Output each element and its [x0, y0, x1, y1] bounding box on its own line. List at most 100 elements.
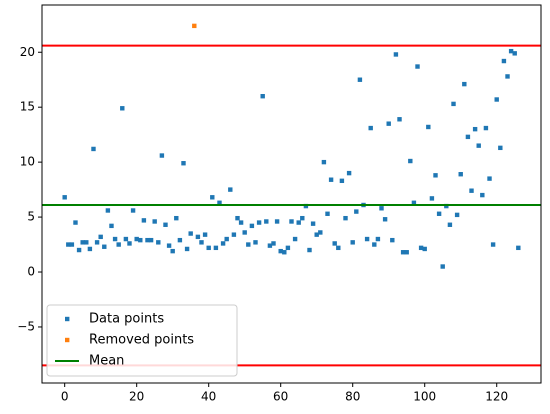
- data-point: [206, 245, 211, 251]
- data-point: [336, 245, 341, 251]
- x-tick-label: 120: [485, 390, 508, 404]
- data-point: [91, 146, 96, 152]
- data-point: [386, 121, 391, 126]
- data-point: [321, 159, 327, 165]
- data-point: [494, 97, 499, 102]
- data-point: [195, 234, 201, 240]
- data-point: [440, 264, 445, 269]
- data-point: [163, 222, 168, 227]
- data-point: [156, 240, 161, 245]
- data-point: [382, 217, 388, 222]
- data-point: [487, 176, 492, 181]
- data-point: [109, 223, 114, 229]
- data-point: [436, 211, 442, 216]
- data-point: [130, 208, 136, 213]
- data-point: [393, 52, 399, 57]
- data-point: [285, 245, 291, 251]
- data-point: [228, 187, 233, 192]
- data-point: [296, 220, 301, 225]
- legend-label: Removed points: [89, 333, 194, 348]
- y-tick-label: 5: [27, 210, 35, 224]
- y-tick-label: 20: [20, 45, 35, 59]
- data-point: [292, 236, 298, 242]
- y-tick-label: 15: [20, 100, 35, 114]
- data-point: [303, 203, 309, 209]
- data-point: [145, 237, 150, 243]
- data-point: [188, 231, 193, 236]
- data-point: [267, 243, 273, 248]
- data-point: [278, 248, 283, 254]
- data-point: [242, 230, 247, 235]
- data-point: [235, 215, 240, 221]
- data-point: [379, 206, 384, 211]
- data-point: [116, 242, 121, 247]
- data-point: [148, 237, 154, 243]
- data-point: [138, 237, 143, 243]
- legend-marker: [65, 316, 70, 322]
- data-point: [350, 240, 355, 245]
- data-point: [332, 241, 337, 246]
- data-point: [505, 74, 510, 79]
- data-point: [231, 232, 237, 237]
- data-point: [152, 219, 157, 224]
- data-point: [264, 219, 269, 224]
- data-point: [408, 158, 413, 164]
- data-point: [73, 220, 78, 225]
- y-tick-label: 0: [27, 265, 35, 279]
- data-point: [368, 125, 373, 131]
- data-point: [418, 245, 424, 251]
- data-point: [339, 178, 345, 184]
- data-point: [444, 203, 449, 209]
- data-point: [249, 223, 255, 229]
- data-point: [184, 246, 190, 252]
- data-point: [159, 153, 165, 158]
- data-point: [274, 219, 280, 224]
- data-point: [69, 242, 75, 247]
- data-point: [271, 241, 276, 246]
- data-point: [105, 208, 111, 213]
- legend-marker: [65, 337, 70, 343]
- data-point: [134, 236, 139, 242]
- data-point: [433, 173, 438, 178]
- data-point: [454, 212, 460, 218]
- data-point: [120, 106, 125, 111]
- data-point: [397, 117, 402, 122]
- x-tick-label: 60: [273, 390, 288, 404]
- data-point: [62, 195, 67, 200]
- data-point: [372, 242, 377, 247]
- data-point: [404, 250, 409, 255]
- data-point: [94, 240, 100, 245]
- data-point: [181, 161, 186, 166]
- data-point: [415, 64, 420, 69]
- data-point: [256, 220, 262, 225]
- x-tick-label: 0: [61, 390, 69, 404]
- x-tick-label: 100: [413, 390, 436, 404]
- data-point: [490, 242, 496, 247]
- data-point: [375, 236, 381, 242]
- data-point: [307, 247, 312, 253]
- data-point: [300, 215, 305, 221]
- data-point: [192, 23, 197, 29]
- data-point: [364, 236, 370, 242]
- data-point: [325, 211, 330, 216]
- data-point: [98, 234, 103, 240]
- data-point: [390, 237, 395, 243]
- data-point: [112, 236, 118, 242]
- data-point: [310, 221, 316, 226]
- data-point: [217, 200, 222, 205]
- data-point: [512, 51, 517, 56]
- x-tick-label: 80: [345, 390, 360, 404]
- data-point: [253, 240, 258, 245]
- data-point: [127, 241, 132, 246]
- data-point: [447, 222, 453, 227]
- data-point: [462, 81, 467, 87]
- data-point: [177, 237, 183, 243]
- data-point: [314, 232, 319, 237]
- data-point: [508, 48, 514, 54]
- data-point: [202, 232, 208, 237]
- data-point: [354, 209, 359, 214]
- data-point: [426, 124, 431, 130]
- data-point: [343, 215, 348, 221]
- data-point: [318, 230, 323, 235]
